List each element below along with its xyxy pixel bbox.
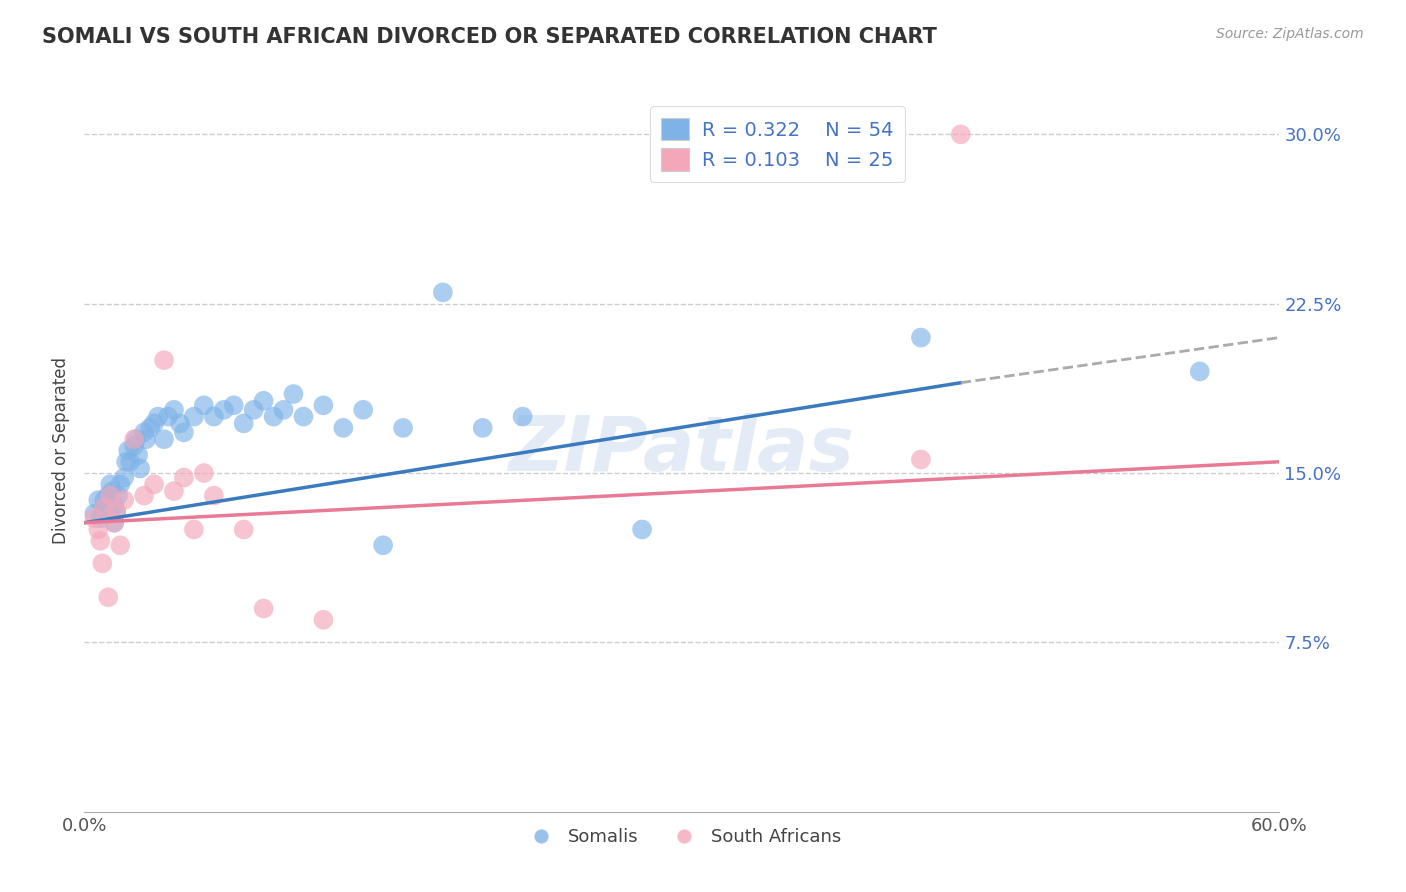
Point — [183, 523, 205, 537]
Point — [163, 484, 186, 499]
Point — [153, 432, 176, 446]
Point — [120, 455, 142, 469]
Point — [202, 409, 225, 424]
Point — [163, 402, 186, 417]
Point — [253, 393, 276, 408]
Point — [91, 557, 114, 571]
Point — [97, 489, 120, 503]
Point — [132, 425, 156, 440]
Point — [117, 443, 139, 458]
Point — [87, 523, 110, 537]
Point — [263, 409, 285, 424]
Point — [122, 432, 145, 446]
Point — [93, 500, 115, 514]
Point — [110, 538, 132, 552]
Point — [373, 538, 395, 552]
Point — [292, 409, 315, 424]
Point — [242, 402, 264, 417]
Point — [87, 493, 110, 508]
Point — [101, 484, 124, 499]
Y-axis label: Divorced or Separated: Divorced or Separated — [52, 357, 70, 544]
Point — [183, 409, 205, 424]
Point — [135, 432, 157, 446]
Point — [83, 507, 105, 521]
Point — [98, 477, 121, 491]
Point — [232, 523, 254, 537]
Point — [97, 591, 120, 605]
Text: SOMALI VS SOUTH AFRICAN DIVORCED OR SEPARATED CORRELATION CHART: SOMALI VS SOUTH AFRICAN DIVORCED OR SEPA… — [42, 27, 936, 46]
Point — [173, 470, 195, 484]
Text: ZIPatlas: ZIPatlas — [509, 414, 855, 487]
Point — [910, 330, 932, 344]
Point — [103, 498, 125, 512]
Point — [122, 439, 145, 453]
Point — [146, 409, 169, 424]
Point — [193, 398, 215, 412]
Point — [432, 285, 454, 300]
Point — [98, 489, 121, 503]
Point — [83, 511, 105, 525]
Point — [332, 421, 354, 435]
Point — [103, 516, 125, 530]
Point — [112, 493, 135, 508]
Point — [105, 504, 128, 518]
Point — [312, 613, 335, 627]
Point — [631, 523, 654, 537]
Point — [125, 432, 148, 446]
Point — [89, 533, 111, 548]
Point — [110, 477, 132, 491]
Point — [253, 601, 276, 615]
Point — [93, 493, 115, 508]
Point — [115, 455, 138, 469]
Point — [392, 421, 415, 435]
Point — [169, 417, 191, 431]
Point — [222, 398, 245, 412]
Point — [132, 489, 156, 503]
Point — [93, 500, 115, 514]
Point — [232, 417, 254, 431]
Point — [202, 489, 225, 503]
Point — [112, 470, 135, 484]
Point — [143, 477, 166, 491]
Point — [212, 402, 235, 417]
Point — [949, 128, 972, 142]
Point — [910, 452, 932, 467]
Point — [312, 398, 335, 412]
Point — [107, 489, 129, 503]
Point — [139, 421, 162, 435]
Point — [1188, 364, 1211, 378]
Point — [127, 448, 149, 462]
Legend: Somalis, South Africans: Somalis, South Africans — [516, 821, 848, 854]
Point — [173, 425, 195, 440]
Point — [105, 504, 128, 518]
Point — [352, 402, 374, 417]
Point — [129, 461, 152, 475]
Point — [283, 387, 305, 401]
Text: Source: ZipAtlas.com: Source: ZipAtlas.com — [1216, 27, 1364, 41]
Point — [103, 516, 125, 530]
Point — [143, 417, 166, 431]
Point — [153, 353, 176, 368]
Point — [512, 409, 534, 424]
Point — [471, 421, 494, 435]
Point — [157, 409, 180, 424]
Point — [89, 511, 111, 525]
Point — [193, 466, 215, 480]
Point — [273, 402, 295, 417]
